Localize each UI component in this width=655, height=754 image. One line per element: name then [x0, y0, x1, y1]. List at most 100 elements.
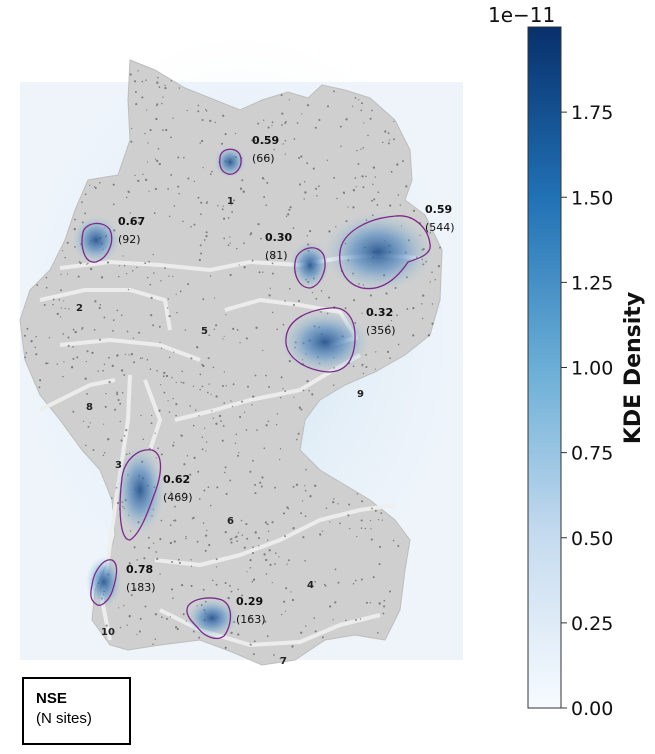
site-dot — [223, 335, 225, 337]
site-dot — [251, 551, 255, 555]
site-dot — [93, 186, 96, 188]
site-dot — [427, 334, 431, 337]
site-dot — [119, 402, 122, 405]
site-dot — [120, 439, 123, 442]
site-dot — [296, 438, 298, 441]
site-dot — [150, 314, 153, 317]
site-dot — [193, 456, 196, 460]
site-dot — [103, 452, 106, 454]
site-dot — [112, 319, 115, 321]
site-dot — [356, 535, 358, 538]
site-dot — [376, 203, 379, 206]
hotspot-nse-label: 0.29 — [236, 595, 263, 608]
site-dot — [154, 613, 158, 616]
site-dot — [374, 368, 376, 370]
site-dot — [114, 408, 117, 411]
site-dot — [144, 605, 147, 608]
site-dot — [48, 337, 51, 339]
site-dot — [373, 326, 376, 328]
site-dot — [223, 371, 226, 373]
site-dot — [183, 463, 186, 466]
site-dot — [257, 122, 260, 125]
site-dot — [213, 297, 216, 299]
site-dot — [141, 357, 144, 359]
site-dot — [201, 118, 204, 122]
site-dot — [339, 522, 341, 525]
site-dot — [56, 363, 58, 365]
site-dot — [118, 607, 120, 609]
site-dot — [360, 148, 362, 150]
site-dot — [130, 594, 133, 597]
site-dot — [167, 298, 170, 300]
site-dot — [134, 174, 136, 177]
site-dot — [212, 579, 214, 582]
site-dot — [156, 81, 159, 84]
site-dot — [297, 432, 300, 435]
kde-blob-8 — [186, 598, 238, 638]
site-dot — [139, 357, 142, 360]
hotspot-n-label: (81) — [265, 249, 288, 262]
site-dot — [64, 307, 66, 310]
site-dot — [360, 519, 363, 522]
site-dot — [202, 166, 204, 169]
site-dot — [271, 521, 274, 524]
site-dot — [74, 330, 77, 334]
site-dot — [43, 304, 46, 306]
site-dot — [261, 177, 264, 180]
site-dot — [66, 273, 69, 275]
site-dot — [189, 405, 191, 407]
site-dot — [156, 369, 158, 372]
site-dot — [158, 325, 161, 328]
site-dot — [211, 170, 213, 173]
site-dot — [326, 159, 328, 161]
site-dot — [81, 201, 83, 203]
site-dot — [247, 621, 249, 623]
site-dot — [177, 185, 180, 188]
site-dot — [348, 503, 351, 506]
site-dot — [215, 395, 218, 398]
site-dot — [269, 563, 272, 567]
site-dot — [229, 273, 232, 277]
site-dot — [273, 148, 275, 151]
site-dot — [150, 414, 153, 417]
kde-blob-7 — [86, 556, 122, 608]
hotspot-labels: 0.59 (66) 0.67 (92) 0.30 (81) 0.59 (544)… — [118, 134, 455, 626]
site-dot — [262, 142, 265, 144]
site-dot — [185, 535, 187, 538]
site-dot — [298, 156, 300, 159]
site-dot — [103, 363, 106, 366]
site-dot — [236, 329, 239, 331]
site-dot — [175, 403, 178, 406]
site-dot — [227, 596, 230, 600]
site-dot — [175, 293, 177, 295]
site-dot — [246, 537, 249, 540]
kde-blob-6 — [115, 445, 165, 535]
site-dot — [304, 489, 307, 492]
site-dot — [123, 434, 126, 437]
site-dot — [161, 102, 163, 105]
site-dot — [141, 96, 144, 99]
site-dot — [274, 486, 277, 489]
site-dot — [52, 303, 54, 306]
site-dot — [241, 594, 243, 597]
site-dot — [133, 80, 137, 83]
site-dot — [170, 80, 172, 82]
site-dot — [284, 153, 286, 155]
site-dot — [201, 363, 204, 366]
site-dot — [222, 338, 224, 340]
site-dot — [259, 481, 262, 484]
site-dot — [361, 175, 364, 178]
site-dot — [306, 162, 309, 165]
site-dot — [323, 583, 326, 586]
site-dot — [86, 392, 89, 395]
contour-1 — [219, 148, 242, 175]
site-dot — [292, 527, 295, 530]
site-dot — [36, 284, 39, 286]
site-dot — [222, 114, 225, 117]
site-dot — [132, 337, 135, 339]
site-dot — [138, 331, 141, 334]
site-dot — [154, 432, 156, 434]
site-dot — [288, 99, 290, 101]
site-dot — [257, 222, 260, 226]
site-dot — [220, 142, 224, 145]
